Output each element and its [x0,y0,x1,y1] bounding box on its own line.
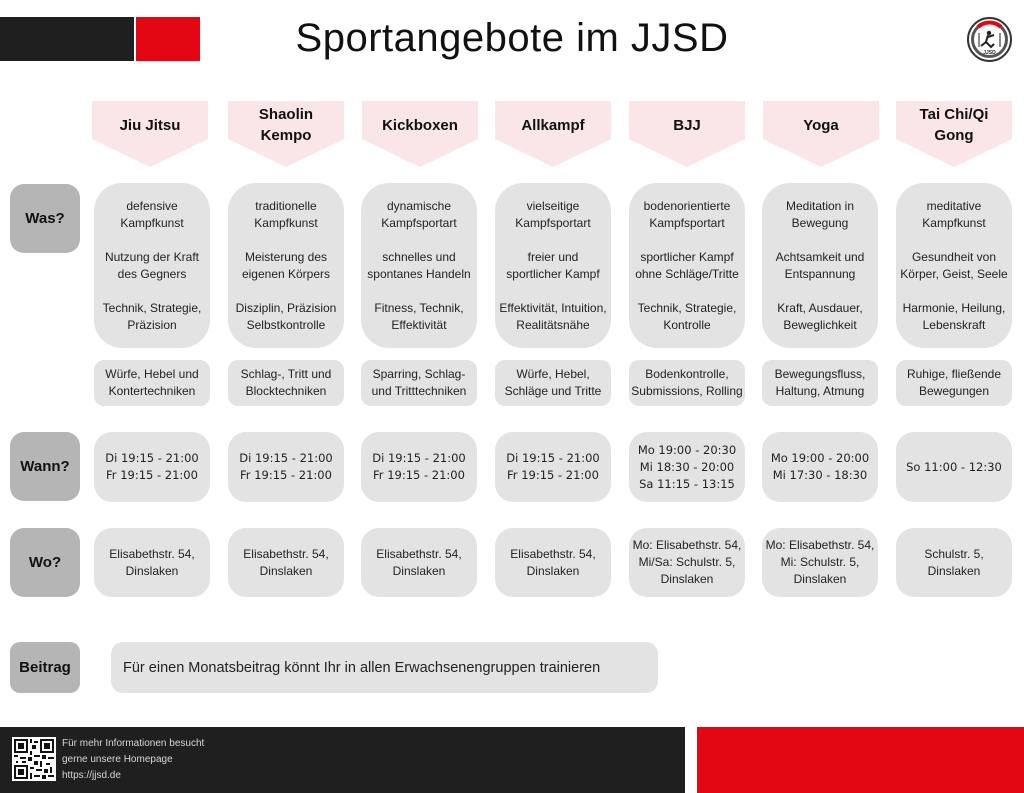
jjsd-logo-icon: JJSD [967,17,1012,62]
was-cell-kickboxen: dynamische Kampfsportart schnelles und s… [361,183,477,348]
techniken-cell-bjj: Bodenkontrolle, Submissions, Rolling [629,360,745,406]
wo-cell-yoga: Mo: Elisabethstr. 54, Mi: Schulstr. 5, D… [762,528,878,597]
wann-cell-allkampf: Di 19:15 - 21:00 Fr 19:15 - 21:00 [495,432,611,502]
row-label-beitrag: Beitrag [10,642,80,693]
techniken-cell-kickboxen: Sparring, Schlag- und Tritttechniken [361,360,477,406]
wo-cell-shaolin-kempo: Elisabethstr. 54, Dinslaken [228,528,344,597]
column-header-bjj: BJJ [629,101,745,167]
qr-code-icon[interactable] [12,737,56,781]
column-header-allkampf: Allkampf [495,101,611,167]
wo-cell-jiu-jitsu: Elisabethstr. 54, Dinslaken [94,528,210,597]
was-cell-bjj: bodenorientierte Kampfsportart sportlich… [629,183,745,348]
top-black-bar [0,17,134,61]
wo-cell-allkampf: Elisabethstr. 54, Dinslaken [495,528,611,597]
wann-cell-bjj: Mo 19:00 - 20:30 Mi 18:30 - 20:00 Sa 11:… [629,432,745,502]
column-header-shaolin-kempo: Shaolin Kempo [228,101,344,167]
wann-cell-kickboxen: Di 19:15 - 21:00 Fr 19:15 - 21:00 [361,432,477,502]
techniken-cell-allkampf: Würfe, Hebel, Schläge und Tritte [495,360,611,406]
was-cell-allkampf: vielseitige Kampfsportart freier und spo… [495,183,611,348]
wann-cell-shaolin-kempo: Di 19:15 - 21:00 Fr 19:15 - 21:00 [228,432,344,502]
beitrag-text: Für einen Monatsbeitrag könnt Ihr in all… [111,642,658,693]
row-label-wo: Wo? [10,528,80,597]
column-header-kickboxen: Kickboxen [362,101,478,167]
wo-cell-kickboxen: Elisabethstr. 54, Dinslaken [361,528,477,597]
was-cell-yoga: Meditation in Bewegung Achtsamkeit und E… [762,183,878,348]
techniken-cell-yoga: Bewegungsfluss, Haltung, Atmung [762,360,878,406]
wo-cell-bjj: Mo: Elisabethstr. 54, Mi/Sa: Schulstr. 5… [629,528,745,597]
wann-cell-yoga: Mo 19:00 - 20:00 Mi 17:30 - 18:30 [762,432,878,502]
techniken-cell-shaolin-kempo: Schlag-, Tritt und Blocktechniken [228,360,344,406]
footer-line-1: Für mehr Informationen besucht [62,738,205,749]
was-cell-tai-chi: meditative Kampfkunst Gesundheit von Kör… [896,183,1012,348]
page-title: Sportangebote im JJSD [295,16,729,60]
techniken-cell-jiu-jitsu: Würfe, Hebel und Kontertechniken [94,360,210,406]
wo-cell-tai-chi: Schulstr. 5, Dinslaken [896,528,1012,597]
row-label-was: Was? [10,184,80,253]
techniken-cell-tai-chi: Ruhige, fließende Bewegungen [896,360,1012,406]
wann-cell-jiu-jitsu: Di 19:15 - 21:00 Fr 19:15 - 21:00 [94,432,210,502]
was-cell-jiu-jitsu: defensive Kampfkunst Nutzung der Kraft d… [94,183,210,348]
footer-info: Für mehr Informationen besucht gerne uns… [62,736,204,784]
row-label-wann: Wann? [10,432,80,501]
column-header-yoga: Yoga [763,101,879,167]
footer-line-2: gerne unsere Homepage [62,754,173,765]
svg-text:JJSD: JJSD [983,50,996,56]
column-header-tai-chi-qi-gong: Tai Chi/Qi Gong [896,101,1012,167]
wann-cell-tai-chi: So 11:00 - 12:30 [896,432,1012,502]
top-red-bar [136,17,200,61]
was-cell-shaolin-kempo: traditionelle Kampfkunst Meisterung des … [228,183,344,348]
footer-red-bar [697,727,1024,793]
footer-black-bar [0,727,685,793]
footer-url-link[interactable]: https://jjsd.de [62,770,121,781]
column-header-jiu-jitsu: Jiu Jitsu [92,101,208,167]
